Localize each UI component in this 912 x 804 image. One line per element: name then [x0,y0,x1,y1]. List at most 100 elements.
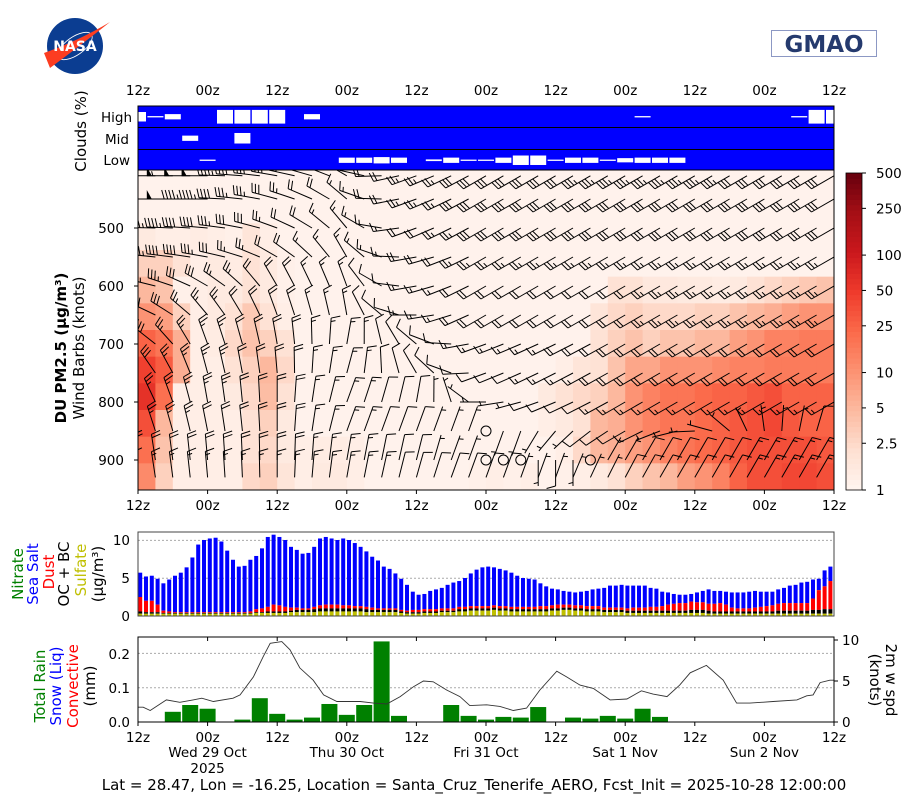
dust-cell [190,170,209,198]
dust-cell [520,356,539,384]
bottom-time-label: 00z [195,730,219,746]
top-time-label: 12z [822,83,846,99]
barb-feather [169,244,172,255]
barb-feather [578,349,586,357]
sulfate-segment [231,613,235,616]
barb-feather [717,234,725,242]
dust-segment [579,605,583,609]
dust-cell [677,410,696,438]
sulfate-segment [671,612,676,616]
barb-feather [168,189,172,200]
wind-barb [138,297,156,316]
sea-salt-segment [323,536,328,605]
sea-salt-segment [561,590,566,605]
aerosol-bar [712,590,717,616]
barb-feather [253,313,263,320]
barb-shaft [711,454,726,478]
dust-cell [381,196,400,224]
barb-feather [717,379,725,387]
barb-feather [200,342,210,349]
barb-shaft [346,347,355,374]
barb-feather [403,255,410,265]
barb-feather [323,284,332,291]
sulfate-segment [625,612,630,616]
wind-barb [450,406,464,432]
barb-feather [775,201,784,209]
barb-feather [154,218,158,228]
barb-shaft [326,181,348,200]
barb-feather [236,185,239,196]
calm-circle [497,454,509,466]
barb-feather [787,408,795,416]
date-label: Wed 29 Oct [168,745,247,761]
barb-shaft [538,430,556,452]
dust-cell [277,330,296,358]
wind-barb [438,256,469,269]
dust-cell [729,410,748,438]
cloud-panel: High Mid Low Clouds (%) [72,90,835,172]
colorbar-band [846,199,862,206]
barb-feather [157,319,164,328]
dust-segment [289,607,293,611]
barb-shaft [343,239,365,258]
barb-half-feather [518,262,523,267]
barb-shaft [363,347,368,374]
barb-shaft [328,434,334,461]
rain-bar [338,714,355,722]
barb-feather [127,376,134,383]
barb-feather [169,267,172,277]
dust-cell [677,276,696,304]
cloud-gap-box [147,116,164,118]
cloud-gap-box [826,109,834,124]
colorbar-band [846,326,862,332]
barb-half-feather [636,409,641,414]
aerosol-bar [312,546,317,616]
oc-bc-segment [544,609,549,612]
dust-segment [451,608,456,611]
dust-cell [225,436,243,464]
dust-cell [294,383,313,411]
aerosol-bar [497,568,502,616]
wind-barb [294,448,305,478]
barb-half-feather [712,179,717,184]
barb-half-feather [570,262,575,267]
barb-feather [772,319,781,327]
barb-feather [473,263,482,271]
rain-bar [321,703,338,722]
sulfate-segment [770,613,775,616]
barb-feather [295,448,305,452]
barb-feather [172,217,176,228]
barb-feather [386,199,393,209]
aerosol-bar [445,584,450,616]
top-time-label: 12z [404,83,428,99]
rain-bar [460,715,477,722]
barb-feather [182,216,186,227]
wind-barb [228,285,243,316]
sea-salt-segment [260,548,264,609]
barb-feather [720,232,728,240]
wind-barb [363,345,377,374]
barb-feather [219,346,229,352]
barb-feather [389,198,396,207]
wind-barb [204,447,215,478]
dust-cell [712,383,731,411]
barb-half-feather [792,440,798,443]
dust-cell [207,303,226,331]
colorbar-band [846,400,862,406]
barb-feather [207,170,210,176]
dust-cell [590,276,609,304]
cloud-gap-box [634,116,651,118]
barb-half-feather [277,453,282,456]
oc-bc-segment [811,609,815,614]
dust-segment [236,612,241,613]
barb-feather [630,350,638,358]
barb-feather [598,319,607,327]
barb-feather [700,379,708,387]
dust-cell [764,410,783,438]
barb-feather [326,173,332,183]
wind-barb [222,447,233,478]
oc-bc-segment [613,609,618,613]
rain-bar [373,641,390,722]
barb-shaft [168,434,174,461]
barb-half-feather [443,377,449,382]
